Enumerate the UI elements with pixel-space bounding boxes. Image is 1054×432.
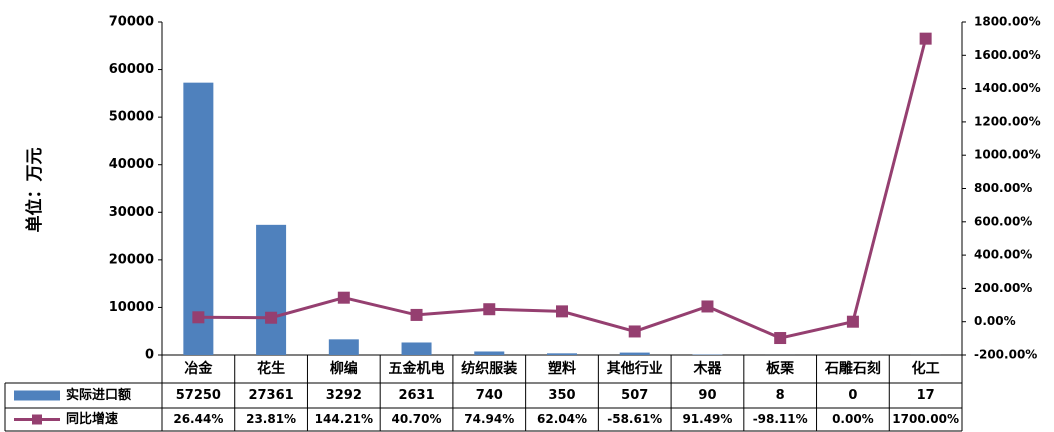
bar [474, 351, 505, 355]
y2-tick-label: 600.00% [974, 214, 1032, 228]
y2-tick-label: 200.00% [974, 281, 1032, 295]
y2-tick-label: 1800.00% [974, 15, 1041, 29]
table-value: 17 [917, 388, 935, 403]
marker [556, 305, 568, 318]
legend-label: 实际进口额 [66, 387, 131, 403]
table-value: 23.81% [246, 412, 296, 426]
y-tick-label: 20000 [109, 252, 154, 267]
marker [628, 325, 641, 338]
y-tick-label: 50000 [109, 110, 154, 125]
marker [192, 311, 205, 324]
x-tick-label: 纺织服装 [461, 360, 518, 377]
y2-tick-label: 1200.00% [974, 114, 1041, 128]
legend-swatch [14, 390, 60, 401]
table-value: 91.49% [682, 412, 732, 426]
table-value: 0 [848, 388, 857, 403]
x-tick-label: 石雕石刻 [824, 360, 881, 377]
y-tick-label: 60000 [109, 62, 154, 77]
table-value: 57250 [176, 388, 221, 403]
x-tick-label: 冶金 [184, 360, 213, 377]
x-tick-label: 塑料 [548, 360, 576, 377]
table-value: 62.04% [537, 412, 587, 426]
bar [401, 342, 432, 355]
y-axis-label: 单位：万元 [24, 148, 45, 233]
table-value: 507 [621, 388, 648, 403]
legend-label: 同比增速 [66, 411, 118, 427]
bar [547, 353, 577, 355]
table-value: 8 [776, 388, 785, 403]
y-tick-label: 40000 [109, 157, 154, 172]
table-value: 26.44% [173, 412, 223, 426]
y2-tick-label: -200.00% [974, 348, 1037, 362]
table-value: 0.00% [832, 412, 874, 426]
marker [265, 311, 278, 324]
table-value: 144.21% [315, 412, 373, 426]
y2-tick-label: 1000.00% [974, 148, 1041, 162]
y-tick-label: 10000 [109, 300, 154, 315]
marker [846, 315, 859, 328]
table-value: -58.61% [607, 412, 662, 426]
y2-tick-label: 0.00% [974, 314, 1016, 328]
table-value: 740 [476, 388, 503, 403]
bar [256, 224, 287, 355]
table-value: 2631 [398, 388, 434, 403]
bar [328, 339, 359, 355]
bar [183, 82, 214, 356]
x-tick-label: 五金机电 [389, 360, 445, 377]
x-tick-label: 板栗 [766, 360, 795, 377]
y-tick-label: 30000 [109, 205, 154, 220]
marker [701, 300, 714, 313]
x-tick-label: 木器 [692, 360, 722, 377]
y2-tick-label: 800.00% [974, 181, 1032, 195]
marker [483, 303, 496, 316]
x-tick-label: 花生 [257, 360, 285, 377]
y2-tick-label: 1600.00% [974, 48, 1041, 62]
y-tick-label: 70000 [109, 15, 154, 30]
x-tick-label: 其他行业 [607, 360, 663, 377]
y2-tick-label: 400.00% [974, 248, 1032, 262]
table-value: 40.70% [392, 412, 442, 426]
y2-tick-label: 1400.00% [974, 81, 1041, 95]
table-value: 74.94% [464, 412, 514, 426]
table-value: 350 [548, 388, 575, 403]
legend-marker [32, 414, 42, 425]
y-tick-label: 0 [145, 348, 154, 363]
marker [410, 308, 423, 321]
table-value: 27361 [248, 388, 293, 403]
table-value: 3292 [326, 388, 362, 403]
marker [774, 332, 787, 345]
x-tick-label: 化工 [912, 360, 940, 377]
line [198, 38, 928, 340]
table-value: 1700.00% [892, 412, 959, 426]
table-value: 90 [698, 388, 716, 403]
marker [337, 291, 350, 304]
table-value: -98.11% [753, 412, 808, 426]
bar [619, 352, 650, 355]
marker [919, 32, 932, 45]
x-tick-label: 柳编 [330, 360, 358, 377]
